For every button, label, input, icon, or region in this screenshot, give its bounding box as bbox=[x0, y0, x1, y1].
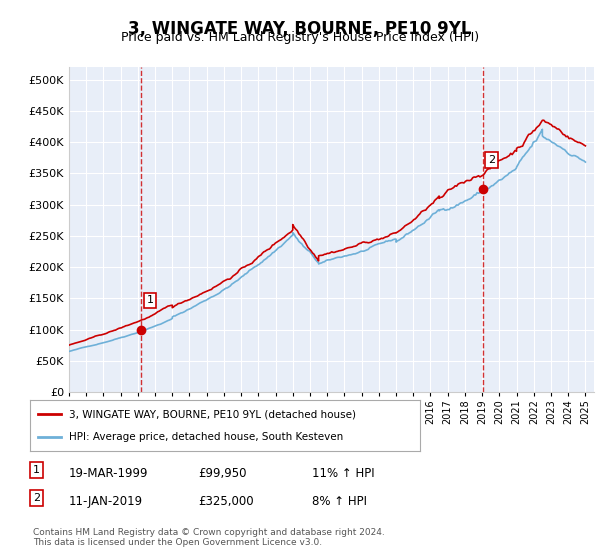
Text: £325,000: £325,000 bbox=[198, 494, 254, 508]
Text: 1: 1 bbox=[146, 295, 154, 305]
Text: Contains HM Land Registry data © Crown copyright and database right 2024.
This d: Contains HM Land Registry data © Crown c… bbox=[33, 528, 385, 547]
Text: £99,950: £99,950 bbox=[198, 466, 247, 480]
Text: 2: 2 bbox=[488, 155, 495, 165]
Text: Price paid vs. HM Land Registry's House Price Index (HPI): Price paid vs. HM Land Registry's House … bbox=[121, 31, 479, 44]
Text: 11-JAN-2019: 11-JAN-2019 bbox=[69, 494, 143, 508]
Text: 3, WINGATE WAY, BOURNE, PE10 9YL: 3, WINGATE WAY, BOURNE, PE10 9YL bbox=[128, 20, 472, 38]
Text: 3, WINGATE WAY, BOURNE, PE10 9YL (detached house): 3, WINGATE WAY, BOURNE, PE10 9YL (detach… bbox=[69, 409, 356, 419]
Text: HPI: Average price, detached house, South Kesteven: HPI: Average price, detached house, Sout… bbox=[69, 432, 343, 442]
Text: 1: 1 bbox=[33, 465, 40, 475]
Text: 8% ↑ HPI: 8% ↑ HPI bbox=[312, 494, 367, 508]
Text: 2: 2 bbox=[33, 493, 40, 503]
Text: 11% ↑ HPI: 11% ↑ HPI bbox=[312, 466, 374, 480]
Text: 19-MAR-1999: 19-MAR-1999 bbox=[69, 466, 149, 480]
